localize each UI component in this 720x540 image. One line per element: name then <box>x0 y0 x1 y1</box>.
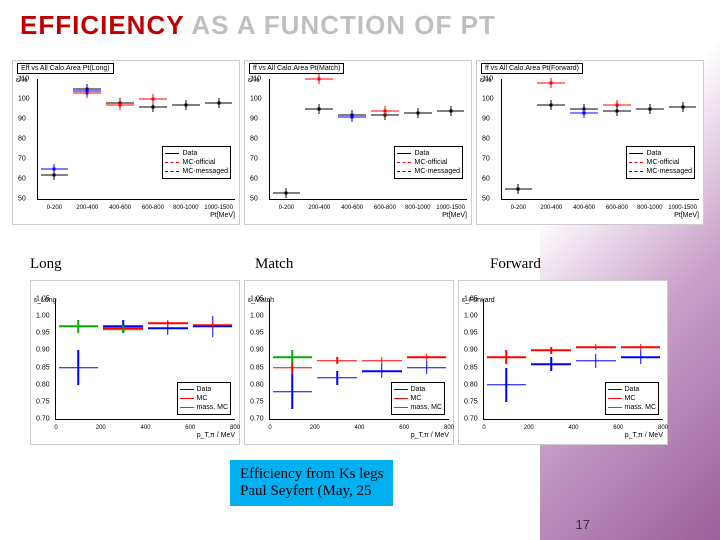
chart-title: ff vs All Calo.Area Pt(Match) <box>249 63 344 74</box>
plot-area: p_T,π / MeV ε_Forward 0.700.750.800.850.… <box>483 299 663 420</box>
title-part2: AS A FUNCTION OF PT <box>191 10 496 40</box>
chart-top-forward: ff vs All Calo.Area Pt(Forward) Pt[MeV] … <box>476 60 704 225</box>
chart-title: ff vs All Calo.Area Pt(Forward) <box>481 63 583 74</box>
caption-line1: Efficiency from Ks legs <box>240 466 383 483</box>
plot-area: p_T,π / MeV ε_Match 0.700.750.800.850.90… <box>269 299 449 420</box>
top-chart-row: Eff vs All Calo.Area Pt(Long) Pt[MeV] ε/… <box>12 60 704 225</box>
x-label: p_T,π / MeV <box>625 432 663 439</box>
page-number: 17 <box>576 517 590 532</box>
bottom-chart-row: p_T,π / MeV ε_Long 0.700.750.800.850.900… <box>30 280 668 445</box>
plot-area: Pt[MeV] ε/% 50607080901001100-200200-400… <box>37 79 235 200</box>
label-forward: Forward <box>490 256 541 273</box>
title-part1: EFFICIENCY <box>20 10 191 40</box>
chart-bot-match: p_T,π / MeV ε_Match 0.700.750.800.850.90… <box>244 280 454 445</box>
slide-title: EFFICIENCY AS A FUNCTION OF PT <box>20 10 496 41</box>
plot-area: Pt[MeV] ε/% 50607080901001100-200200-400… <box>501 79 699 200</box>
caption-line2: Paul Seyfert (May, 25 <box>240 483 383 500</box>
label-match: Match <box>255 256 293 273</box>
x-label: p_T,π / MeV <box>197 432 235 439</box>
chart-top-match: ff vs All Calo.Area Pt(Match) Pt[MeV] ε/… <box>244 60 472 225</box>
x-label: Pt[MeV] <box>442 212 467 219</box>
caption-box: Efficiency from Ks legs Paul Seyfert (Ma… <box>230 460 393 506</box>
label-long: Long <box>30 256 62 273</box>
x-label: Pt[MeV] <box>210 212 235 219</box>
plot-area: Pt[MeV] ε/% 50607080901001100-200200-400… <box>269 79 467 200</box>
chart-top-long: Eff vs All Calo.Area Pt(Long) Pt[MeV] ε/… <box>12 60 240 225</box>
chart-title: Eff vs All Calo.Area Pt(Long) <box>17 63 114 74</box>
plot-area: p_T,π / MeV ε_Long 0.700.750.800.850.900… <box>55 299 235 420</box>
x-label: Pt[MeV] <box>674 212 699 219</box>
chart-bot-long: p_T,π / MeV ε_Long 0.700.750.800.850.900… <box>30 280 240 445</box>
x-label: p_T,π / MeV <box>411 432 449 439</box>
chart-bot-forward: p_T,π / MeV ε_Forward 0.700.750.800.850.… <box>458 280 668 445</box>
